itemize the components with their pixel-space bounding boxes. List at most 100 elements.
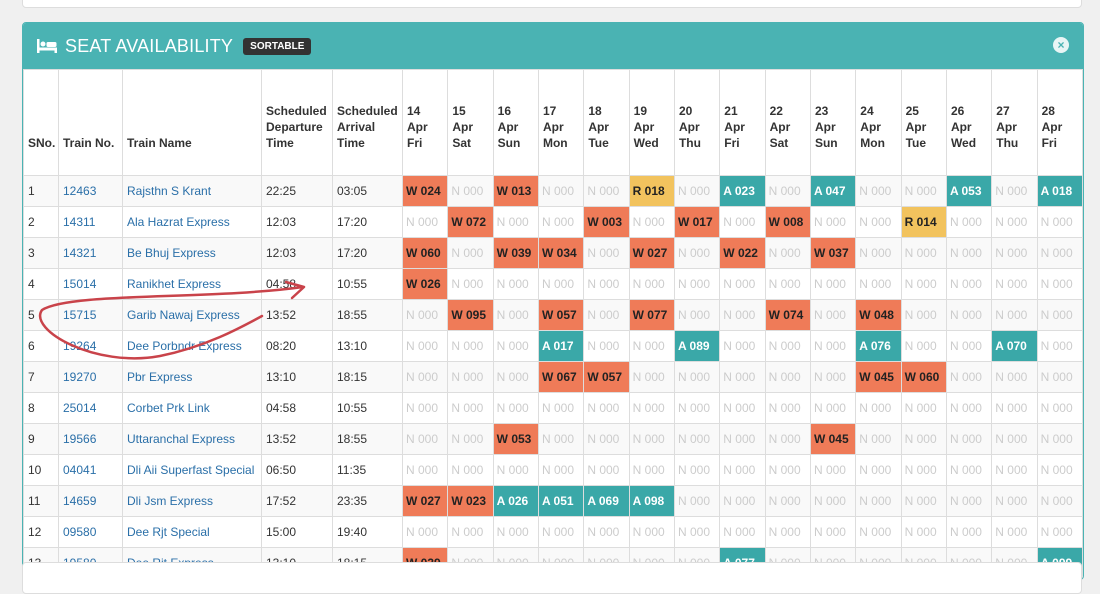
availability-cell: N 000: [900, 454, 947, 486]
panel-title: SEAT AVAILABILITY: [65, 35, 234, 56]
availability-cell: A 098: [628, 485, 675, 517]
availability-cell: N 000: [401, 330, 449, 362]
date-header[interactable]: 16 Apr Sun: [492, 69, 539, 176]
train-name[interactable]: Rajsthn S Krant: [122, 175, 262, 207]
train-number[interactable]: 12463: [58, 175, 123, 207]
availability-cell: N 000: [447, 392, 494, 424]
previous-panel: [22, 0, 1082, 8]
availability-cell: N 000: [945, 206, 993, 238]
serial-number: 6: [23, 330, 59, 362]
date-header[interactable]: 17 Apr Mon: [537, 69, 585, 176]
date-part: Fri: [407, 136, 423, 150]
train-number[interactable]: 19264: [58, 330, 123, 362]
availability-cell: W 057: [583, 361, 630, 393]
date-header[interactable]: 25 Apr Tue: [900, 69, 947, 176]
train-number[interactable]: 14321: [58, 237, 123, 269]
train-number[interactable]: 09580: [58, 516, 123, 548]
train-row: 7 19270 Pbr Express 13:10 18:15 N 000 N 000 N 0…: [23, 361, 1083, 393]
serial-number: 4: [23, 268, 59, 300]
close-button[interactable]: ×: [1053, 37, 1069, 53]
train-name[interactable]: Ranikhet Express: [122, 268, 262, 300]
train-name[interactable]: Dee Rjt Special: [122, 516, 262, 548]
train-name[interactable]: Pbr Express: [122, 361, 262, 393]
column-header[interactable]: Scheduled Arrival Time: [332, 69, 403, 176]
availability-table: SNo. Train No. Train Name Scheduled Departu…: [23, 69, 1083, 579]
availability-cell: N 000: [1036, 237, 1083, 269]
availability-cell: N 000: [855, 268, 902, 300]
date-header[interactable]: 20 Apr Thu: [673, 69, 721, 176]
column-header[interactable]: Train Name: [122, 69, 262, 176]
availability-cell: N 000: [900, 237, 947, 269]
availability-cell: N 000: [855, 454, 902, 486]
availability-cell: A 089: [673, 330, 721, 362]
date-header[interactable]: 14 Apr Fri: [401, 69, 449, 176]
train-name[interactable]: Corbet Prk Link: [122, 392, 262, 424]
train-number[interactable]: 15014: [58, 268, 123, 300]
date-part: 26: [950, 104, 965, 118]
column-header[interactable]: Train No.: [58, 69, 123, 176]
availability-cell: N 000: [809, 268, 857, 300]
availability-cell: N 000: [673, 361, 721, 393]
train-name[interactable]: Dli Aii Superfast Special: [122, 454, 262, 486]
serial-number: 12: [23, 516, 59, 548]
availability-cell: R 018: [628, 175, 675, 207]
availability-cell: N 000: [945, 392, 993, 424]
train-name[interactable]: Garib Nawaj Express: [122, 299, 262, 331]
availability-cell: W 008: [764, 206, 811, 238]
date-part: Wed: [633, 136, 659, 150]
availability-cell: N 000: [1036, 454, 1083, 486]
train-number[interactable]: 14311: [58, 206, 123, 238]
availability-cell: W 057: [537, 299, 585, 331]
train-number[interactable]: 14659: [58, 485, 123, 517]
date-part: 22: [769, 104, 783, 118]
availability-cell: N 000: [719, 206, 766, 238]
availability-cell: N 000: [537, 423, 585, 455]
train-number[interactable]: 15715: [58, 299, 123, 331]
date-header[interactable]: 18 Apr Tue: [583, 69, 630, 176]
train-number[interactable]: 25014: [58, 392, 123, 424]
availability-cell: N 000: [492, 392, 539, 424]
column-header[interactable]: SNo.: [23, 69, 59, 176]
date-header[interactable]: 22 Apr Sat: [764, 69, 811, 176]
availability-cell: N 000: [764, 485, 811, 517]
date-header[interactable]: 15 Apr Sat: [447, 69, 494, 176]
availability-cell: N 000: [900, 485, 947, 517]
date-header[interactable]: 28 Apr Fri: [1036, 69, 1083, 176]
arrival-time: 10:55: [332, 392, 403, 424]
train-number[interactable]: 19566: [58, 423, 123, 455]
train-name[interactable]: Uttaranchal Express: [122, 423, 262, 455]
availability-cell: N 000: [719, 485, 766, 517]
train-name[interactable]: Dee Porbndr Express: [122, 330, 262, 362]
train-name[interactable]: Ala Hazrat Express: [122, 206, 262, 238]
availability-cell: N 000: [537, 392, 585, 424]
date-header[interactable]: 24 Apr Mon: [855, 69, 902, 176]
date-part: Fri: [1041, 136, 1057, 150]
date-header[interactable]: 19 Apr Wed: [628, 69, 675, 176]
date-header[interactable]: 23 Apr Sun: [809, 69, 857, 176]
train-name[interactable]: Dli Jsm Express: [122, 485, 262, 517]
serial-number: 1: [23, 175, 59, 207]
serial-number: 10: [23, 454, 59, 486]
column-header[interactable]: Scheduled Departure Time: [261, 69, 333, 176]
date-header[interactable]: 21 Apr Fri: [719, 69, 766, 176]
train-number[interactable]: 19270: [58, 361, 123, 393]
availability-cell: A 017: [537, 330, 585, 362]
date-header[interactable]: 26 Apr Wed: [945, 69, 993, 176]
availability-cell: N 000: [809, 454, 857, 486]
train-number[interactable]: 04041: [58, 454, 123, 486]
availability-cell: N 000: [583, 175, 630, 207]
availability-cell: N 000: [583, 454, 630, 486]
availability-cell: W 060: [401, 237, 449, 269]
availability-cell: W 026: [401, 268, 449, 300]
date-header[interactable]: 27 Apr Thu: [991, 69, 1038, 176]
date-part: Apr: [588, 120, 609, 134]
departure-time: 22:25: [261, 175, 333, 207]
date-part: Tue: [588, 136, 609, 150]
availability-cell: N 000: [991, 299, 1038, 331]
availability-cell: N 000: [1036, 392, 1083, 424]
availability-cell: N 000: [855, 516, 902, 548]
train-name[interactable]: Be Bhuj Express: [122, 237, 262, 269]
availability-cell: W 027: [401, 485, 449, 517]
availability-cell: N 000: [447, 516, 494, 548]
availability-cell: A 069: [583, 485, 630, 517]
